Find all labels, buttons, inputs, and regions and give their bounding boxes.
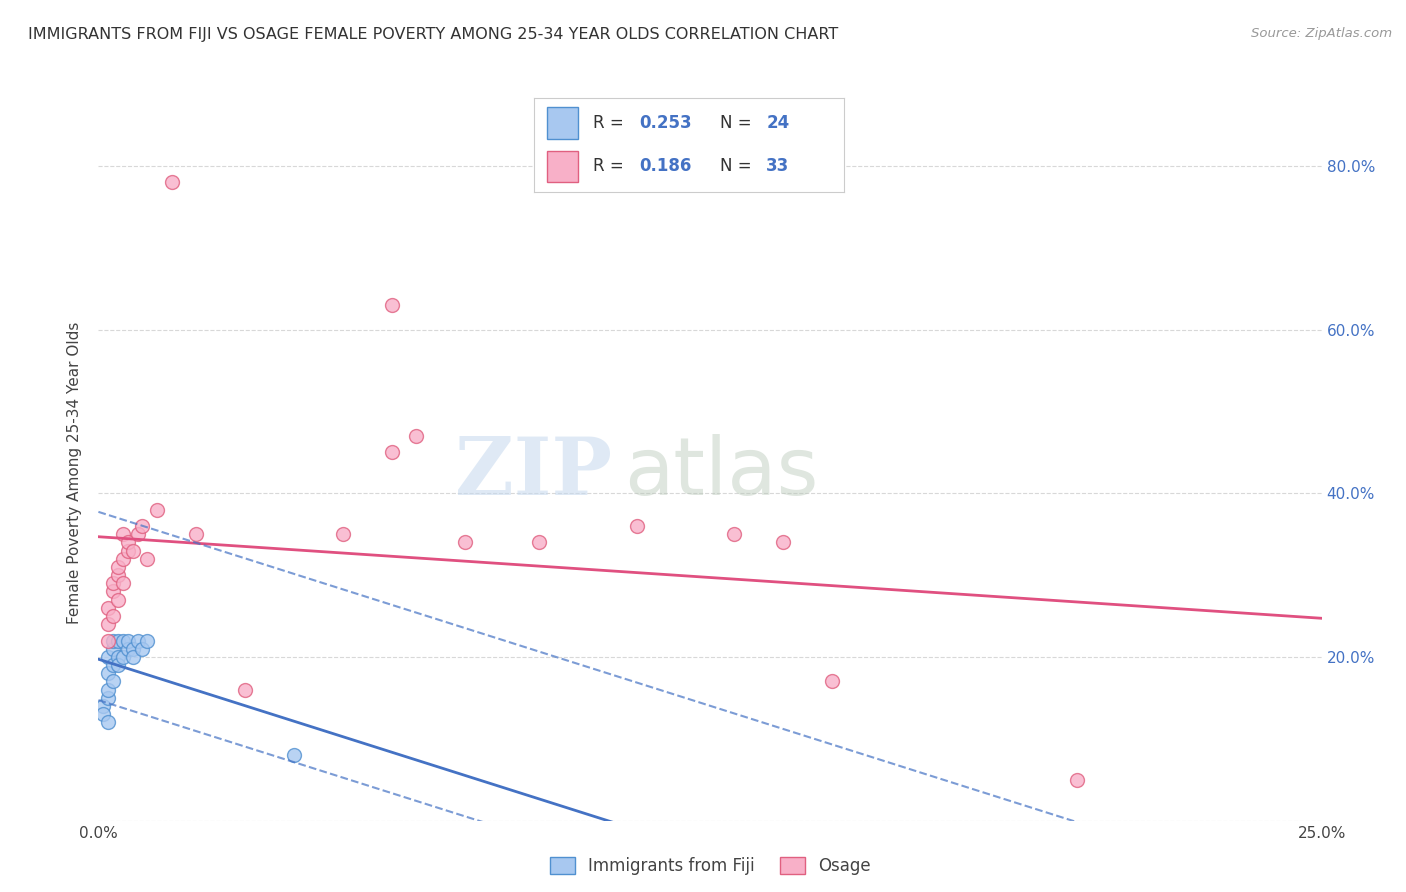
Point (111, 633, 134, 648)
Point (101, 633, 124, 648)
Text: 24: 24 (766, 114, 790, 132)
Point (101, 674, 124, 689)
Point (121, 543, 143, 558)
Text: ZIP: ZIP (456, 434, 612, 512)
Point (121, 641, 143, 656)
Point (821, 674, 844, 689)
Point (107, 633, 129, 648)
Point (117, 543, 139, 558)
Text: N =: N = (720, 114, 756, 132)
Point (146, 502, 169, 516)
Point (186, 527, 208, 541)
Point (772, 535, 794, 549)
Point (101, 584, 124, 599)
Point (381, 298, 404, 312)
Point (160, 175, 183, 189)
Point (723, 527, 745, 541)
Point (107, 568, 129, 582)
Point (121, 649, 143, 664)
Point (131, 519, 153, 533)
Point (97, 715, 120, 730)
Point (233, 682, 256, 697)
Text: R =: R = (593, 158, 628, 176)
Point (381, 445, 404, 459)
Point (117, 535, 139, 549)
Point (131, 641, 153, 656)
Point (283, 748, 305, 763)
Point (97, 617, 120, 632)
Point (111, 576, 134, 591)
Point (405, 429, 427, 443)
Point (97, 682, 120, 697)
Point (97, 600, 120, 615)
Text: 0.186: 0.186 (640, 158, 692, 176)
Point (127, 633, 149, 648)
Text: N =: N = (720, 158, 756, 176)
Point (107, 592, 129, 607)
Point (107, 560, 129, 574)
Point (91, 699, 114, 714)
Point (332, 527, 354, 541)
Point (626, 519, 648, 533)
Point (111, 551, 134, 566)
Text: IMMIGRANTS FROM FIJI VS OSAGE FEMALE POVERTY AMONG 25-34 YEAR OLDS CORRELATION C: IMMIGRANTS FROM FIJI VS OSAGE FEMALE POV… (28, 27, 838, 42)
Text: R =: R = (593, 114, 628, 132)
Point (97, 649, 120, 664)
Point (97, 690, 120, 705)
Text: 0.253: 0.253 (640, 114, 692, 132)
Point (136, 551, 159, 566)
Legend: Immigrants from Fiji, Osage: Immigrants from Fiji, Osage (543, 850, 877, 882)
Point (91, 707, 114, 722)
Point (97, 666, 120, 681)
Point (111, 649, 134, 664)
Text: atlas: atlas (624, 434, 818, 512)
Point (136, 633, 159, 648)
Point (527, 535, 550, 549)
Point (127, 527, 149, 541)
Point (454, 535, 477, 549)
Point (107, 649, 129, 664)
Point (101, 658, 124, 673)
Point (101, 641, 124, 656)
FancyBboxPatch shape (547, 108, 578, 139)
Point (117, 641, 139, 656)
Y-axis label: Female Poverty Among 25-34 Year Olds: Female Poverty Among 25-34 Year Olds (67, 322, 83, 624)
FancyBboxPatch shape (547, 151, 578, 183)
Point (111, 527, 134, 541)
Text: Source: ZipAtlas.com: Source: ZipAtlas.com (1251, 27, 1392, 40)
Text: 33: 33 (766, 158, 790, 176)
Point (117, 633, 139, 648)
Point (1066, 772, 1088, 787)
Point (101, 609, 124, 624)
Point (107, 658, 129, 673)
Point (101, 576, 124, 591)
Point (97, 633, 120, 648)
